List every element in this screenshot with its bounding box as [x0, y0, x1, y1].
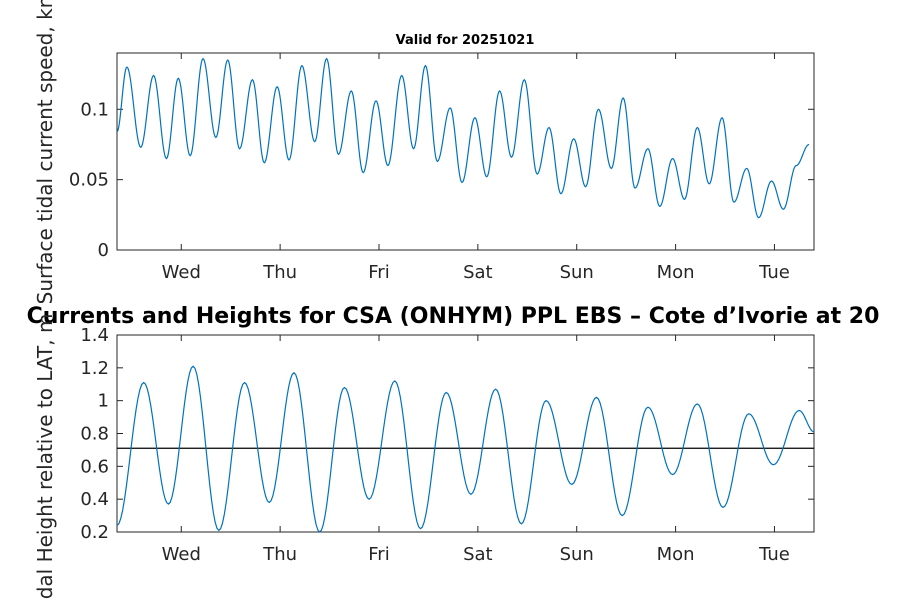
- tidal-height-x-tick-label: Tue: [758, 544, 790, 565]
- current-speed-x-tick-label: Fri: [368, 262, 389, 283]
- current-speed-y-tick-label: 0.05: [69, 170, 109, 191]
- tidal-height-y-tick-label: 0.6: [80, 456, 109, 477]
- tidal-height-x-tick-label: Mon: [657, 544, 695, 565]
- tidal-height-x-ticks: Wed Thu Fri Sat Sun Mon Tue: [162, 335, 790, 565]
- tidal-height-y-tick-label: 1.4: [80, 325, 109, 346]
- tidal-height-y-tick-label: 0.4: [80, 489, 109, 510]
- current-speed-x-ticks: Wed Thu Fri Sat Sun Mon Tue: [162, 53, 790, 283]
- current-speed-plot-area: [116, 52, 815, 251]
- tidal-height-title: Currents and Heights for CSA (ONHYM) PPL…: [27, 304, 880, 329]
- current-speed-x-tick-label: Tue: [758, 262, 790, 283]
- tidal-height-plot-area: [116, 334, 815, 533]
- tidal-height-y-tick-label: 1.2: [80, 358, 109, 379]
- current-speed-x-tick-label: Thu: [262, 262, 297, 283]
- current-speed-y-tick-label: 0.1: [80, 99, 109, 120]
- tidal-height-y-ticks: 0.2 0.4 0.6 0.8 1 1.2 1.4: [80, 325, 814, 543]
- tidal-height-line: [116, 365, 815, 533]
- current-speed-y-tick-label: 0: [98, 240, 109, 261]
- current-speed-y-axis-label: Surface tidal current speed, kn: [33, 0, 57, 304]
- current-speed-x-tick-label: Mon: [657, 262, 695, 283]
- tidal-height-y-tick-label: 0.2: [80, 522, 109, 543]
- current-speed-x-tick-label: Wed: [162, 262, 201, 283]
- tidal-height-x-tick-label: Sat: [463, 544, 493, 565]
- current-speed-x-tick-label: Sun: [560, 262, 594, 283]
- tidal-height-chart: Wed Thu Fri Sat Sun Mon Tue 0.2 0.4 0.6 0.8 1 1.2 1.…: [27, 304, 880, 565]
- tidal-height-x-tick-label: Fri: [368, 544, 389, 565]
- tidal-height-x-tick-label: Wed: [162, 544, 201, 565]
- current-speed-y-ticks: 0 0.05 0.1: [69, 99, 814, 261]
- tidal-height-x-tick-label: Sun: [560, 544, 594, 565]
- current-speed-x-tick-label: Sat: [463, 262, 493, 283]
- current-speed-chart: Wed Thu Fri Sat Sun Mon Tue 0 0.05 0.1 Valid for…: [69, 33, 815, 283]
- current-speed-line: [116, 57, 810, 219]
- tidal-height-y-axis-label: Tidal Height relative to LAT, m: [33, 314, 57, 600]
- tidal-height-y-tick-label: 0.8: [80, 424, 109, 445]
- tidal-height-x-tick-label: Thu: [262, 544, 297, 565]
- tidal-height-y-tick-label: 1: [98, 391, 109, 412]
- current-speed-title: Valid for 20251021: [396, 33, 535, 48]
